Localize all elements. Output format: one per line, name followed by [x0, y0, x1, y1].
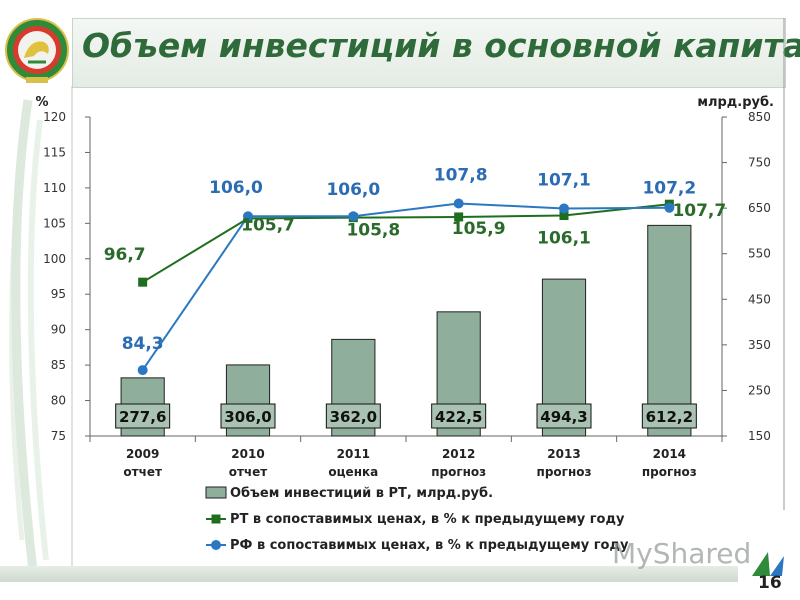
corner-logo-icon	[752, 552, 784, 576]
bar-value-label: 612,2	[641, 403, 697, 429]
left-tick-label: 105	[43, 216, 66, 230]
rf-series-line	[141, 202, 670, 371]
axes: 75 80 85 90 95 100 105 110 115 120 150 250 350 450 550…	[43, 110, 771, 443]
legend: Объем инвестиций в РТ, млрд.руб. РТ в со…	[205, 486, 629, 553]
bar-value-label: 362,0	[325, 403, 381, 429]
left-tick-label: 110	[43, 181, 66, 195]
left-tick-label: 120	[43, 110, 66, 124]
line-series	[137, 198, 675, 376]
right-tick-label: 450	[748, 292, 771, 306]
right-tick-label: 250	[748, 383, 771, 397]
tatarstan-emblem-icon	[5, 18, 69, 83]
x-tick-label-type: отчет	[123, 465, 162, 479]
footer-bar	[0, 566, 738, 582]
x-tick-label-year: 2011	[337, 447, 370, 461]
bar-value-text: 306,0	[224, 408, 271, 426]
left-tick-label: 95	[51, 287, 66, 301]
x-tick-label-year: 2009	[126, 447, 159, 461]
bar-value-box	[641, 403, 697, 429]
rt-point	[454, 212, 464, 222]
rf-data-label: 106,0	[326, 180, 380, 200]
title-bar	[72, 18, 786, 88]
rf-data-label: 84,3	[122, 334, 164, 354]
bar	[647, 224, 692, 437]
data-labels: 277,6 306,0 362,0 422,5 494,3 612,2 96,7 105,7 1…	[104, 165, 726, 429]
left-tick-label: 100	[43, 252, 66, 266]
rf-point	[664, 202, 675, 213]
left-tick-label: 115	[43, 145, 66, 159]
rt-point	[559, 211, 569, 221]
right-tick-label: 350	[748, 338, 771, 352]
x-tick-label-type: отчет	[229, 465, 268, 479]
rf-data-label: 107,2	[642, 179, 696, 199]
x-tick-label-type: оценка	[328, 465, 378, 479]
bar-value-label: 277,6	[115, 403, 171, 429]
rt-data-label: 105,8	[346, 221, 400, 241]
bar-series	[120, 224, 692, 437]
bar-value-box	[220, 403, 276, 429]
page-number: 16	[758, 573, 782, 593]
bar-value-label: 494,3	[536, 403, 592, 429]
legend-rt-marker	[211, 514, 221, 524]
rt-data-label: 105,7	[241, 215, 295, 235]
bar-value-label: 422,5	[431, 403, 487, 429]
rt-data-label: 105,9	[452, 219, 506, 239]
x-tick-label-type: прогноз	[537, 465, 592, 479]
rf-data-label: 106,0	[209, 178, 263, 198]
legend-rf-label: РФ в сопоставимых ценах, в % к предыдуще…	[230, 538, 629, 553]
left-tick-label: 90	[51, 323, 66, 337]
right-axis-title: млрд.руб.	[697, 95, 774, 110]
rt-data-label: 106,1	[537, 229, 591, 249]
rt-data-label: 107,7	[672, 201, 726, 221]
bar-value-box	[431, 403, 487, 429]
bar-value-box	[325, 403, 381, 429]
rt-data-label: 96,7	[104, 245, 146, 265]
left-axis-title: %	[35, 95, 48, 110]
rf-data-label: 107,1	[537, 170, 591, 190]
slide-title: Объем инвестиций в основной капитал	[82, 26, 800, 65]
rt-point	[138, 277, 148, 287]
x-tick-label-year: 2014	[653, 447, 686, 461]
x-tick-label-year: 2013	[547, 447, 580, 461]
bar-value-label: 306,0	[220, 403, 276, 429]
rf-point	[137, 365, 148, 376]
x-tick-label-type: прогноз	[642, 465, 697, 479]
bar-value-text: 422,5	[435, 408, 482, 426]
x-tick-label-type: прогноз	[431, 465, 486, 479]
decorative-leaves	[9, 99, 49, 581]
bar-value-text: 612,2	[646, 408, 693, 426]
bar-value-text: 277,6	[119, 408, 166, 426]
legend-rt-label: РТ в сопоставимых ценах, в % к предыдуще…	[230, 512, 625, 527]
left-tick-label: 80	[51, 394, 66, 408]
right-tick-label: 850	[748, 110, 771, 124]
bar-value-box	[115, 403, 171, 429]
rt-series-line	[142, 203, 670, 284]
legend-bar-label: Объем инвестиций в РТ, млрд.руб.	[230, 486, 493, 501]
legend-rf-marker	[211, 540, 221, 550]
legend-bar-swatch	[205, 486, 227, 499]
rf-point	[453, 198, 464, 209]
x-tick-label-year: 2012	[442, 447, 475, 461]
right-tick-label: 150	[748, 429, 771, 443]
bar-value-text: 494,3	[540, 408, 587, 426]
rf-point	[243, 211, 253, 222]
right-tick-label: 550	[748, 247, 771, 261]
right-tick-label: 750	[748, 156, 771, 170]
bar-value-text: 362,0	[330, 408, 377, 426]
rf-point	[348, 211, 359, 222]
left-tick-label: 75	[51, 429, 66, 443]
watermark: MyShared	[612, 537, 752, 570]
left-tick-label: 85	[51, 358, 66, 372]
x-tick-label-year: 2010	[231, 447, 264, 461]
x-axis-labels: 2009 отчет 2010 отчет 2011 оценка 2012 прогноз 2…	[123, 447, 696, 479]
bar-value-box	[536, 403, 592, 429]
rf-data-label: 107,8	[434, 165, 488, 185]
right-tick-label: 650	[748, 201, 771, 215]
rf-point	[559, 203, 569, 214]
